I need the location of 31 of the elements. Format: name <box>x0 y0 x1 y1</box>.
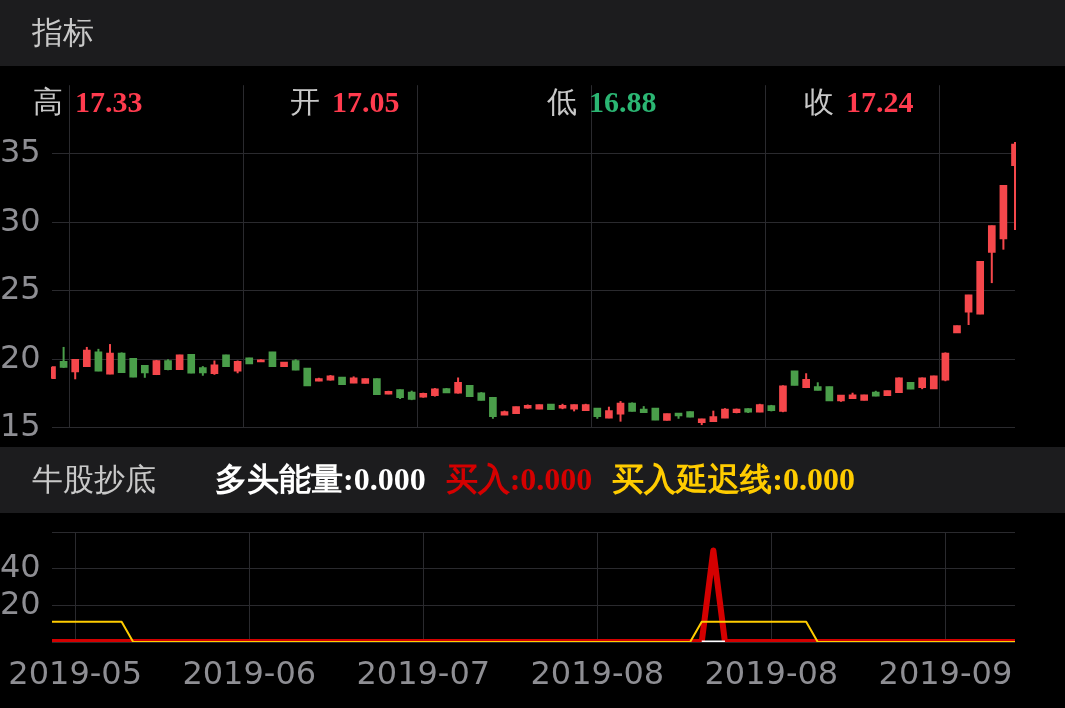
y-tick-label: 20 <box>0 337 41 376</box>
y-tick-label: 15 <box>0 406 41 445</box>
x-tick-label: 2019-07 <box>356 653 491 692</box>
x-tick-label: 2019-09 <box>878 653 1013 692</box>
text: 买入:0.000 <box>445 461 593 497</box>
annotation: 高 17.33 <box>33 84 143 119</box>
candlestick <box>59 345 68 369</box>
annotation: 开 17.05 <box>290 84 400 119</box>
text: 买入延迟线:0.000 <box>612 461 855 497</box>
x-tick-label: 2019-06 <box>182 653 317 692</box>
annotation: 收 17.24 <box>804 84 914 119</box>
y-tick-label: 40 <box>0 547 41 586</box>
candlestick <box>106 343 114 376</box>
y-tick-label: 20 <box>0 583 41 622</box>
y-tick-label: 35 <box>0 132 41 171</box>
x-tick-label: 2019-08 <box>530 653 665 692</box>
y-tick-label: 25 <box>0 269 41 308</box>
annotation: 低 16.88 <box>547 84 657 119</box>
candlestick <box>94 347 103 373</box>
text: 多头能量:0.000 <box>215 461 426 497</box>
candlestick <box>71 358 80 381</box>
chart-title: 牛股抄底 <box>31 460 157 499</box>
candlestick <box>616 400 625 423</box>
chart-title: 指标 <box>31 13 95 52</box>
candlestick <box>117 351 126 374</box>
y-tick-label: 30 <box>0 200 41 239</box>
candlestick <box>82 345 91 368</box>
candlestick <box>129 357 138 379</box>
x-tick-label: 2019-08 <box>704 653 839 692</box>
x-tick-label: 2019-05 <box>8 653 143 692</box>
candlestick <box>187 353 196 375</box>
